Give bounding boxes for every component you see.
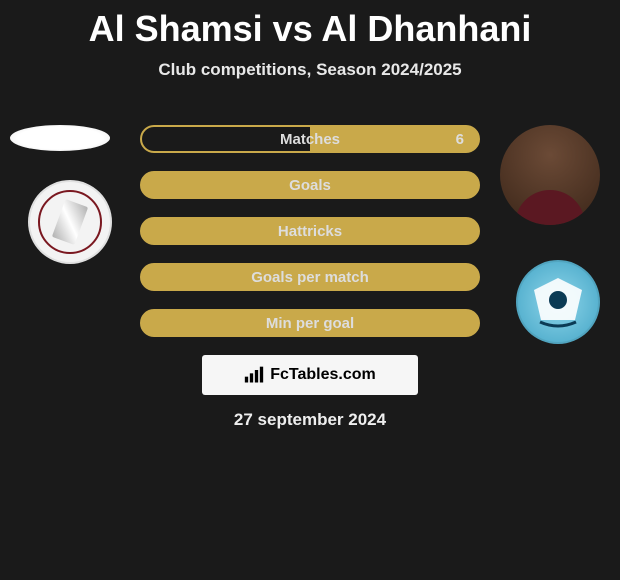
- club-right-icon: [528, 272, 588, 332]
- stat-label: Goals per match: [251, 269, 369, 286]
- stat-row-min-per-goal: Min per goal: [140, 309, 480, 337]
- subtitle: Club competitions, Season 2024/2025: [0, 60, 620, 80]
- stat-label: Goals: [289, 177, 331, 194]
- stat-row-matches: Matches 6: [140, 125, 480, 153]
- stat-label: Min per goal: [266, 315, 354, 332]
- bar-chart-icon: [244, 366, 264, 384]
- club-right-badge: [516, 260, 600, 344]
- stat-label: Hattricks: [278, 223, 342, 240]
- page-title: Al Shamsi vs Al Dhanhani: [0, 0, 620, 50]
- brand-badge: FcTables.com: [202, 355, 418, 395]
- stat-row-goals-per-match: Goals per match: [140, 263, 480, 291]
- club-left-badge: [28, 180, 112, 264]
- stat-row-goals: Goals: [140, 171, 480, 199]
- stats-list: Matches 6 Goals Hattricks Goals per matc…: [140, 125, 480, 355]
- stat-label: Matches: [280, 131, 340, 148]
- player-left-avatar: [10, 125, 110, 151]
- stat-right-value: 6: [444, 131, 464, 148]
- player-right-avatar: [500, 125, 600, 225]
- brand-text: FcTables.com: [270, 366, 376, 384]
- date-text: 27 september 2024: [0, 410, 620, 430]
- stat-row-hattricks: Hattricks: [140, 217, 480, 245]
